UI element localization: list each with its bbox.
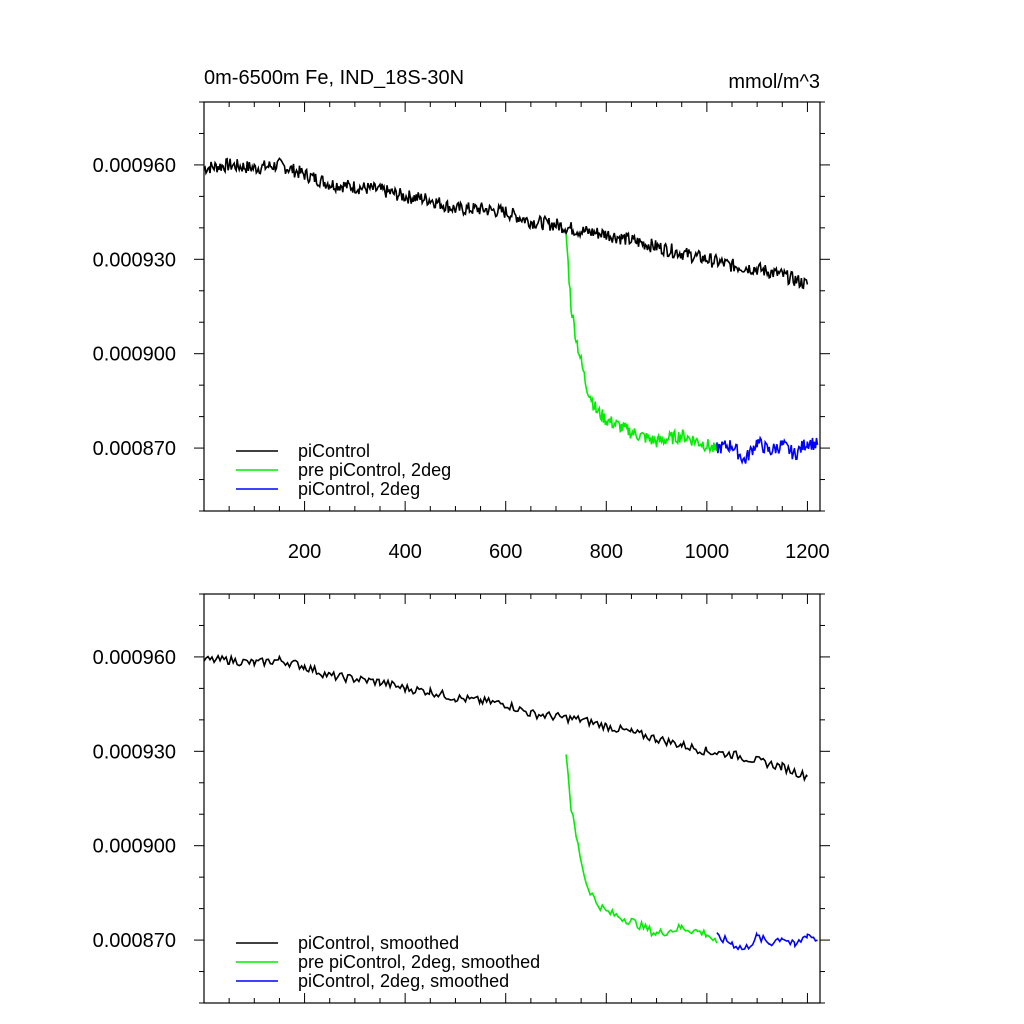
y-tick-label: 0.000900 [93,836,176,858]
legend-entry: piControl [298,441,370,461]
x-tick-label: 800 [590,541,623,563]
series-line [203,157,809,290]
plot-frame [203,593,821,1004]
x-tick-label: 1000 [685,541,730,563]
y-tick-label: 0.000870 [93,438,176,460]
y-tick-label: 0.000960 [93,647,176,669]
x-tick-label: 200 [288,541,321,563]
series-line [716,931,818,951]
top-panel: 200 400 600 800 1000 1200 0.000960 0.000930 0.00… [93,101,830,563]
y-tick-label: 0.000870 [93,930,176,952]
x-tick-label: 600 [489,541,522,563]
plot-frame [203,101,821,512]
y-tick-label: 0.000900 [93,344,176,366]
units-label: mmol/m^3 [728,71,820,93]
legend-entry: piControl, smoothed [298,933,459,953]
legend-entry: piControl, 2deg [298,479,420,499]
series-line [203,653,808,783]
series-line [565,754,718,944]
series-line [716,435,819,465]
x-tick-label: 1200 [785,541,830,563]
series-line [565,234,718,455]
legend-entry: pre piControl, 2deg, smoothed [298,952,540,972]
bottom-panel: 0.000960 0.000930 0.000900 0.000870 piContro… [93,593,830,1004]
y-tick-label: 0.000930 [93,741,176,763]
legend-entry: pre piControl, 2deg [298,460,451,480]
legend-entry: piControl, 2deg, smoothed [298,971,509,991]
y-tick-label: 0.000930 [93,249,176,271]
x-tick-label: 400 [388,541,421,563]
figure-title: 0m-6500m Fe, IND_18S-30N [204,67,464,89]
y-tick-label: 0.000960 [93,155,176,177]
